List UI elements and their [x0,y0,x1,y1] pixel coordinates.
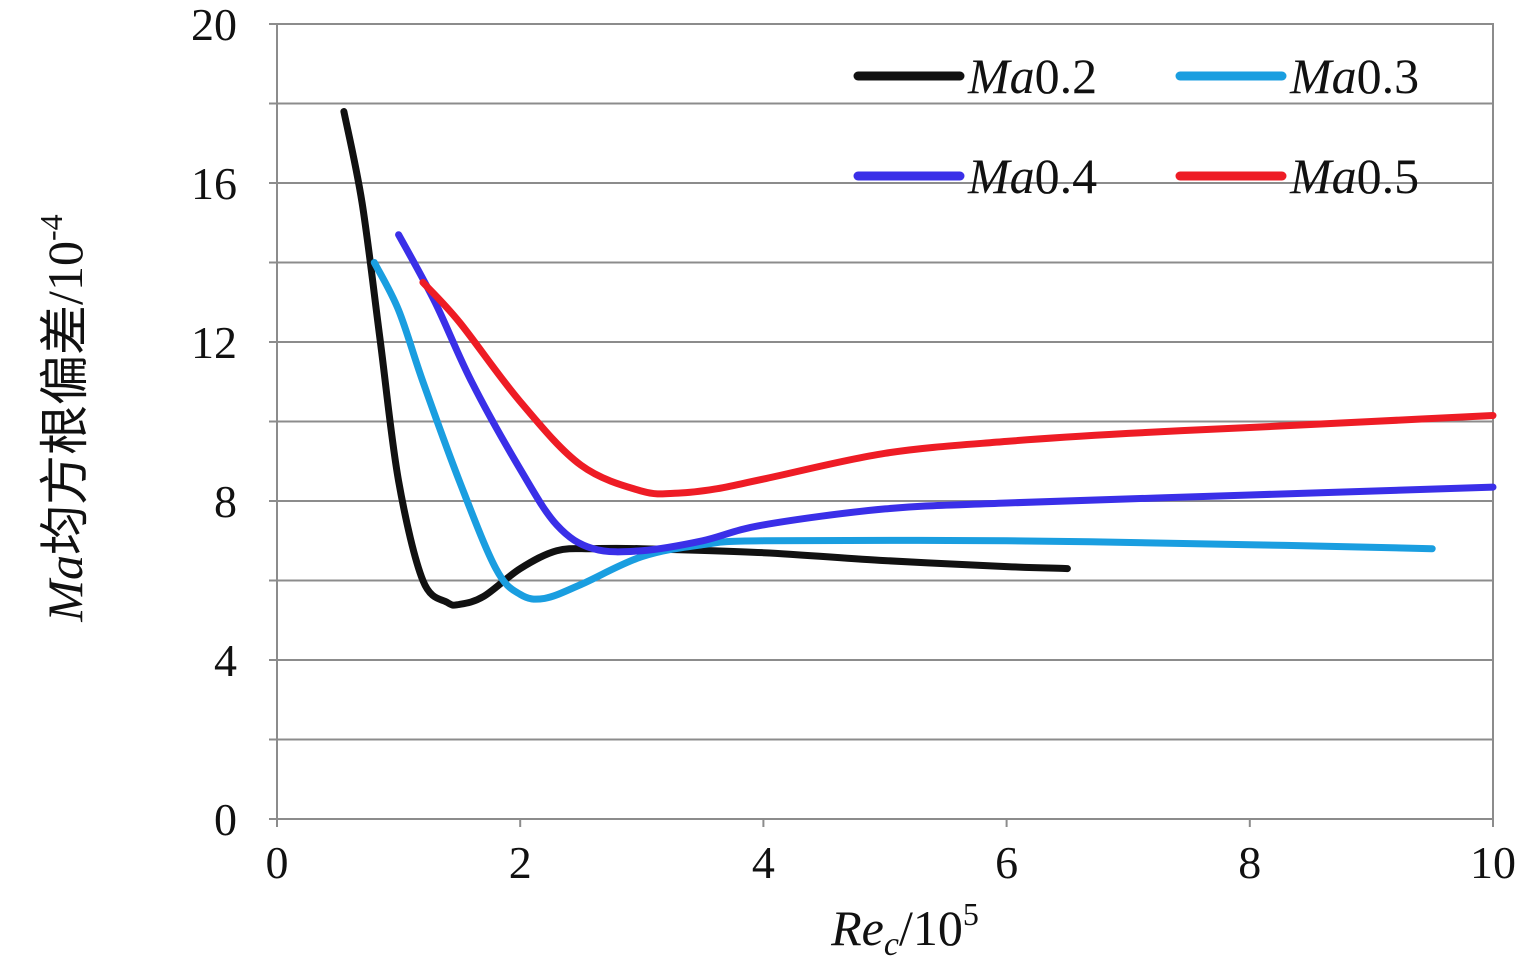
x-tick-label-2: 2 [509,837,532,888]
series-line-ma02 [340,108,1071,609]
y-axis-title-var: Ma [37,555,93,623]
y-tick-label-8: 8 [214,476,237,527]
legend-label-ma04: Ma0.4 [967,148,1097,204]
x-tick-label-6: 6 [995,837,1018,888]
plot-frame [276,23,1494,820]
y-tick-label-0: 0 [214,794,237,845]
legend-label-ma05: Ma0.5 [1289,148,1419,204]
y-tick-labels: 0 4 8 12 16 20 [191,0,237,845]
legend-label-ma02: Ma0.2 [967,48,1097,104]
x-tick-label-8: 8 [1238,837,1261,888]
x-tick-labels: 0 2 4 6 8 10 [266,837,1517,888]
legend-label-ma03: Ma0.3 [1289,48,1419,104]
x-tick-label-4: 4 [752,837,775,888]
y-tick-label-12: 12 [191,317,237,368]
series-lines [340,108,1497,609]
y-axis-title-exp: -4 [33,214,69,241]
series-line-ma05 [419,278,1497,498]
y-axis-title-text: 均方根偏差/10 [37,241,93,555]
y-tick-label-20: 20 [191,0,237,50]
series-line-ma03 [370,259,1436,603]
x-axis-title: Rec/105 [830,896,979,963]
x-axis-title-sub: c [884,926,899,963]
x-tick-label-10: 10 [1470,837,1516,888]
legend: Ma0.2 Ma0.3 Ma0.4 Ma0.5 [853,48,1419,204]
y-tick-label-4: 4 [214,635,237,686]
x-axis-title-base: /10 [899,900,963,956]
x-tick-label-0: 0 [266,837,289,888]
y-axis-title: Ma均方根偏差/10-4 [33,214,93,622]
series-line-ma04 [395,231,1497,556]
x-axis-title-exp: 5 [963,896,979,932]
y-tick-label-16: 16 [191,158,237,209]
x-axis-title-var: Re [830,900,884,956]
